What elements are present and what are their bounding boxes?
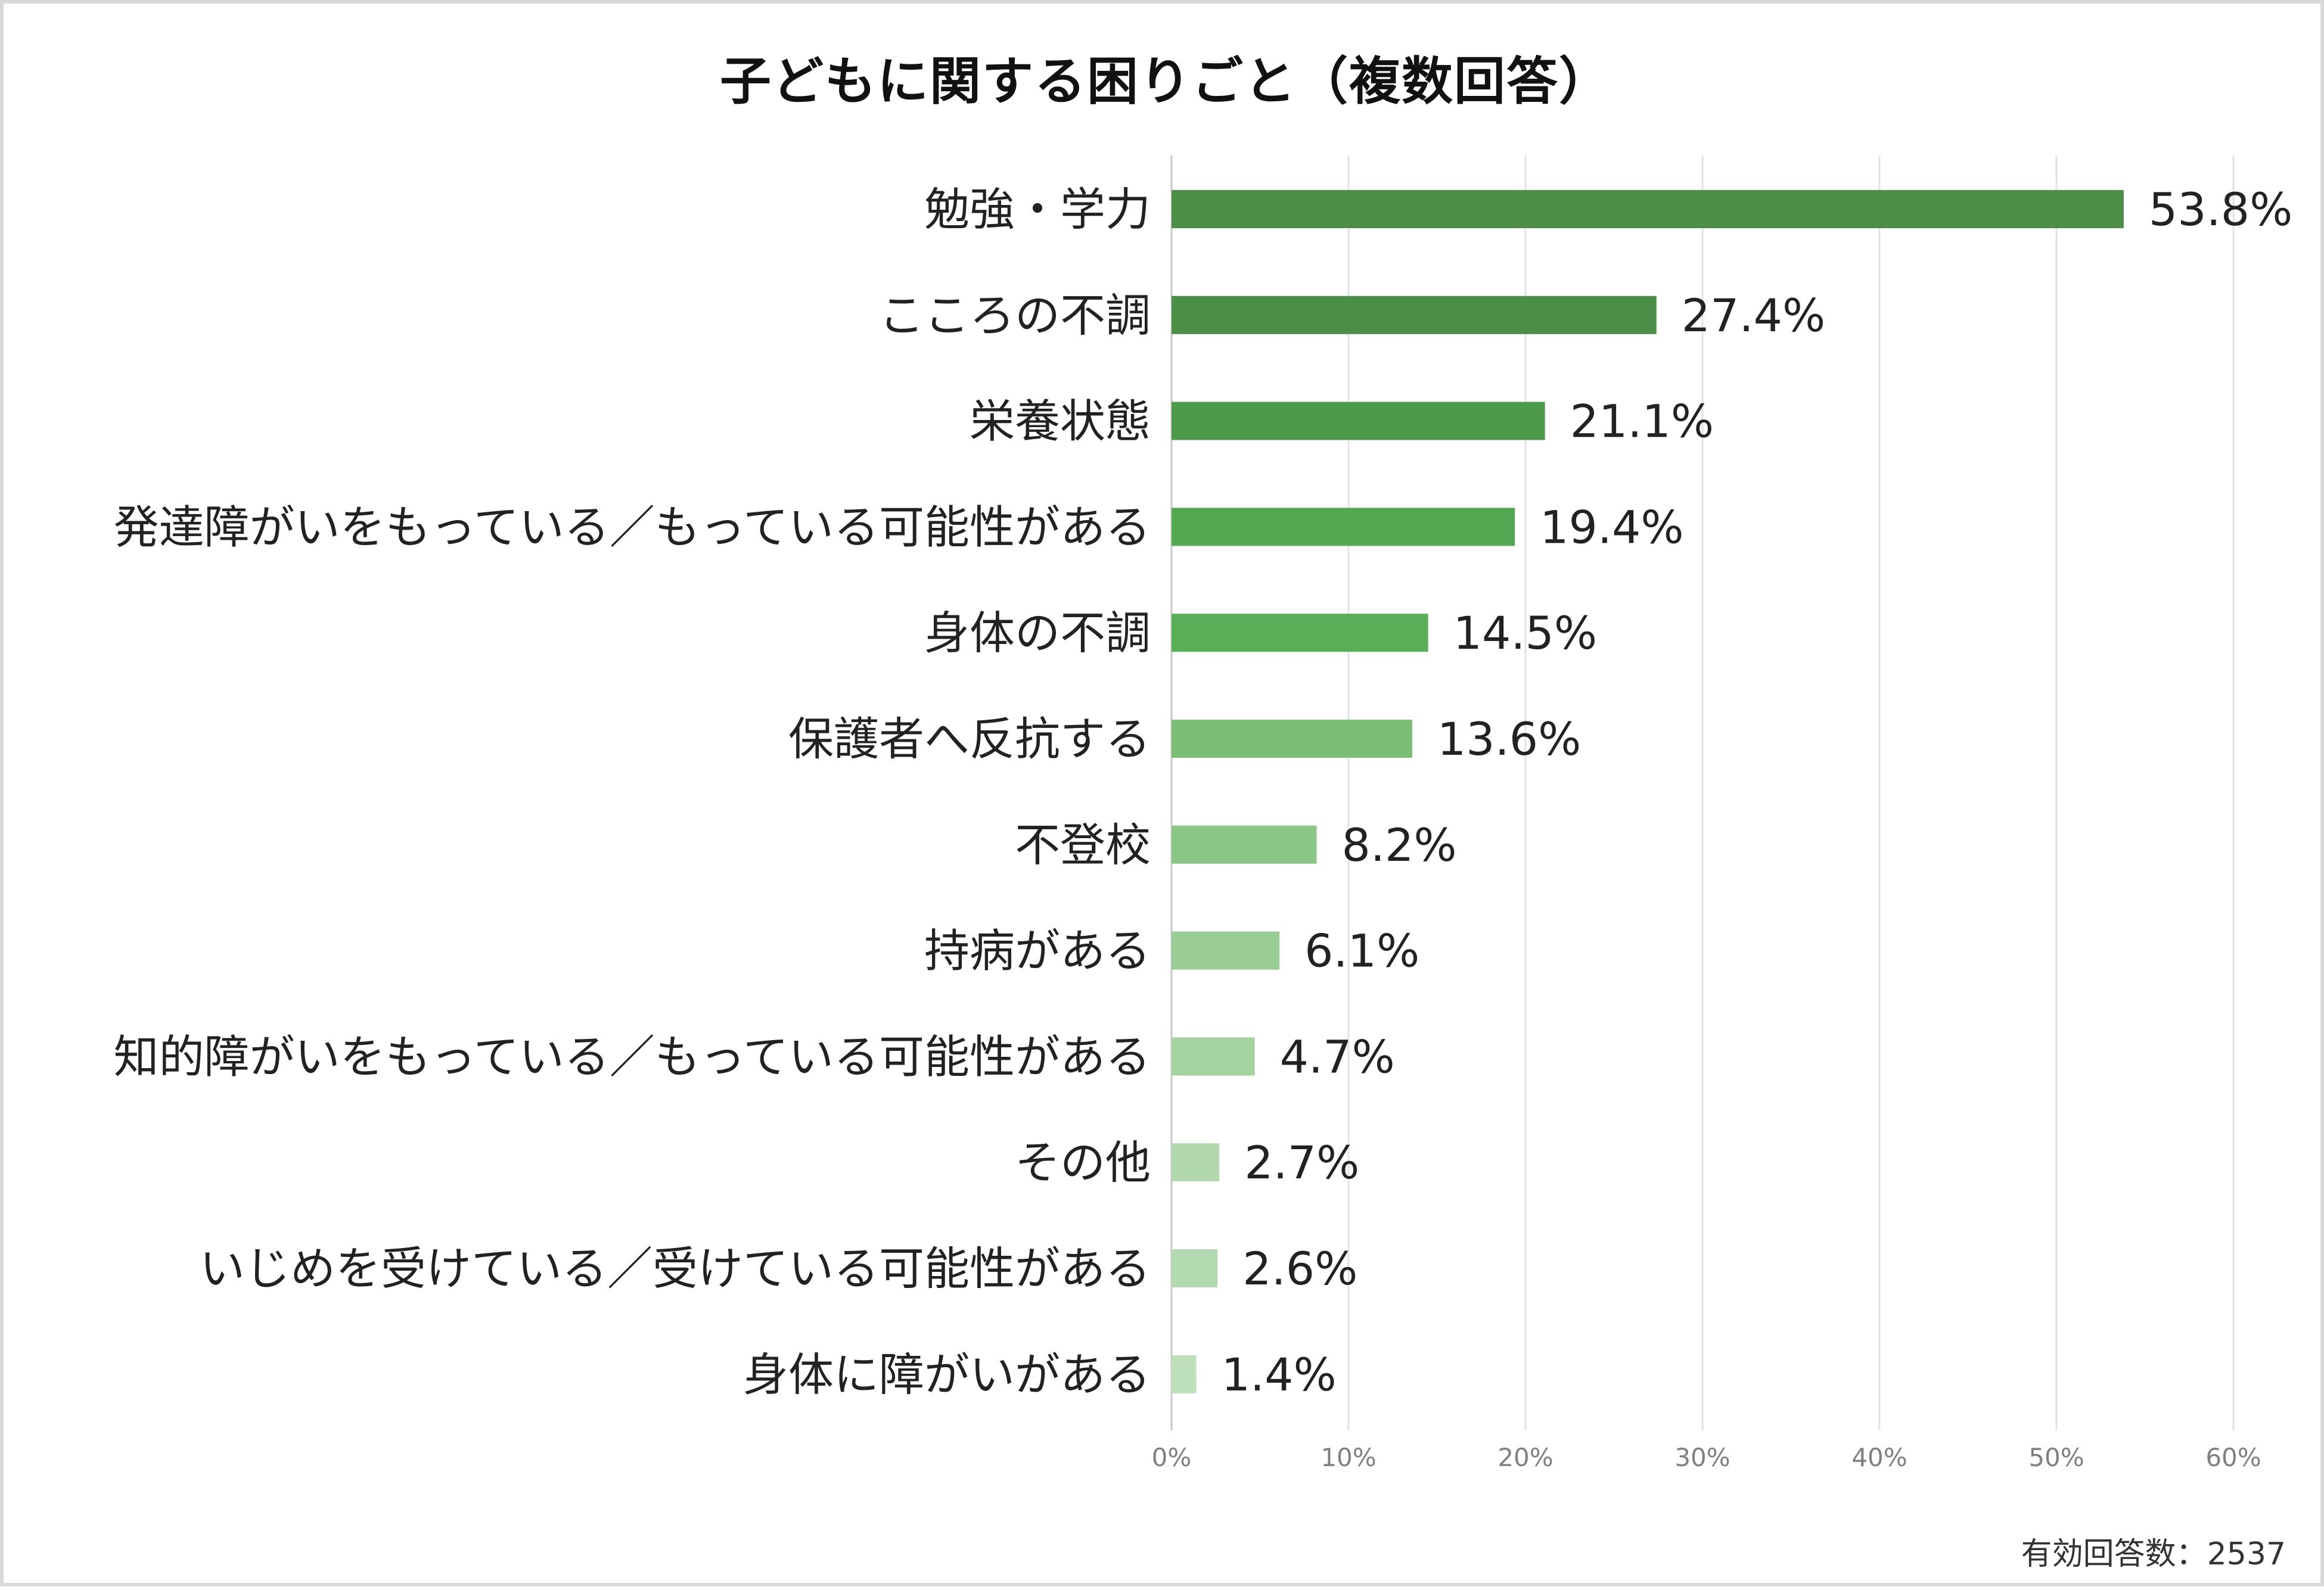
category-label: 栄養状態 (970, 395, 1151, 448)
data-label: 6.1% (1304, 925, 1419, 978)
bar (1172, 720, 1412, 758)
category-label: 不登校 (1015, 819, 1151, 872)
category-label: いじめを受けている／受けている可能性がある (200, 1242, 1151, 1295)
x-tick-label: 30% (1674, 1443, 1730, 1472)
bar (1172, 190, 2124, 228)
category-label: 身体に障がいがある (743, 1348, 1151, 1401)
bar (1172, 1249, 1218, 1287)
chart-title: 子どもに関する困りごと（複数回答） (720, 52, 1611, 111)
data-label: 13.6% (1437, 712, 1581, 766)
category-label: 身体の不調 (924, 606, 1151, 659)
category-label: 知的障がいをもっている／もっている可能性がある (114, 1030, 1151, 1083)
category-label: 持病がある (924, 925, 1151, 978)
x-tick-label: 40% (1851, 1443, 1907, 1472)
data-label: 19.4% (1540, 500, 1683, 553)
bar (1172, 614, 1428, 652)
x-tick-label: 20% (1497, 1443, 1553, 1472)
bar (1172, 825, 1317, 864)
bar-chart: 0% 10% 20% 30% 40% 50% 60% 勉強・学力 53.8% こころの不調 27.4… (114, 155, 2292, 1472)
category-label: 発達障がいをもっている／もっている可能性がある (114, 500, 1151, 553)
data-label: 1.4% (1222, 1348, 1337, 1401)
category-label: その他 (1015, 1136, 1151, 1189)
category-label: 勉強・学力 (924, 183, 1151, 236)
data-label: 8.2% (1342, 819, 1457, 872)
data-label: 4.7% (1280, 1030, 1395, 1083)
data-label: 21.1% (1570, 395, 1714, 448)
data-label: 2.6% (1242, 1242, 1357, 1295)
bar (1172, 295, 1657, 334)
data-label: 27.4% (1682, 289, 1825, 342)
x-tick-label: 60% (2205, 1443, 2261, 1472)
response-count-note: 有効回答数：2537 (2021, 1536, 2286, 1572)
bar (1172, 1355, 1197, 1393)
bar (1172, 402, 1545, 440)
x-tick-label: 10% (1321, 1443, 1376, 1472)
bar (1172, 1143, 1220, 1182)
x-tick-label: 0% (1152, 1443, 1192, 1472)
data-label: 53.8% (2149, 183, 2292, 236)
bar (1172, 508, 1515, 546)
bar (1172, 1037, 1255, 1076)
data-label: 2.7% (1244, 1136, 1359, 1189)
x-tick-label: 50% (2028, 1443, 2084, 1472)
category-label: 保護者へ反抗する (788, 712, 1151, 766)
bar (1172, 931, 1280, 970)
data-label: 14.5% (1453, 606, 1597, 659)
category-label: こころの不調 (879, 289, 1151, 342)
